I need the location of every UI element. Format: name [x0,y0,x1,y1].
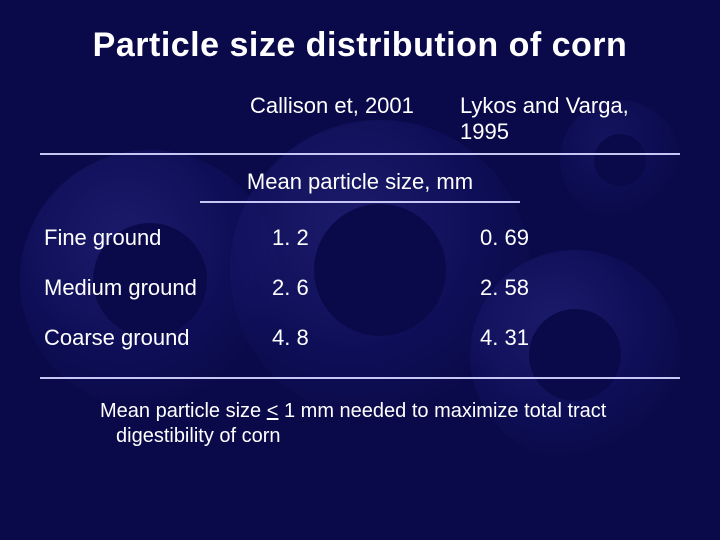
table-row: Coarse ground 4. 8 4. 31 [40,313,680,363]
divider-subheader [200,201,520,203]
slide-title: Particle size distribution of corn [40,26,680,65]
slide-content: Particle size distribution of corn Calli… [0,0,720,540]
row-label: Fine ground [40,213,268,263]
divider-top [40,153,680,155]
study-col-2: Lykos and Varga, 1995 [460,93,680,145]
cell-value: 2. 58 [476,263,680,313]
study-header-row: Callison et, 2001 Lykos and Varga, 1995 [40,93,680,153]
cell-value: 1. 2 [268,213,476,263]
table-row: Medium ground 2. 6 2. 58 [40,263,680,313]
row-label: Medium ground [40,263,268,313]
cell-value: 4. 8 [268,313,476,363]
study-header-spacer [40,93,250,145]
table-row: Fine ground 1. 2 0. 69 [40,213,680,263]
divider-bottom [40,377,680,379]
cell-value: 0. 69 [476,213,680,263]
cell-value: 2. 6 [268,263,476,313]
row-label: Coarse ground [40,313,268,363]
study-col-1: Callison et, 2001 [250,93,460,145]
footnote-operator: < [267,400,279,422]
footnote-pre: Mean particle size [100,400,267,422]
table-subheader: Mean particle size, mm [40,169,680,195]
footnote: Mean particle size < 1 mm needed to maxi… [100,399,640,449]
cell-value: 4. 31 [476,313,680,363]
particle-size-table: Fine ground 1. 2 0. 69 Medium ground 2. … [40,213,680,363]
